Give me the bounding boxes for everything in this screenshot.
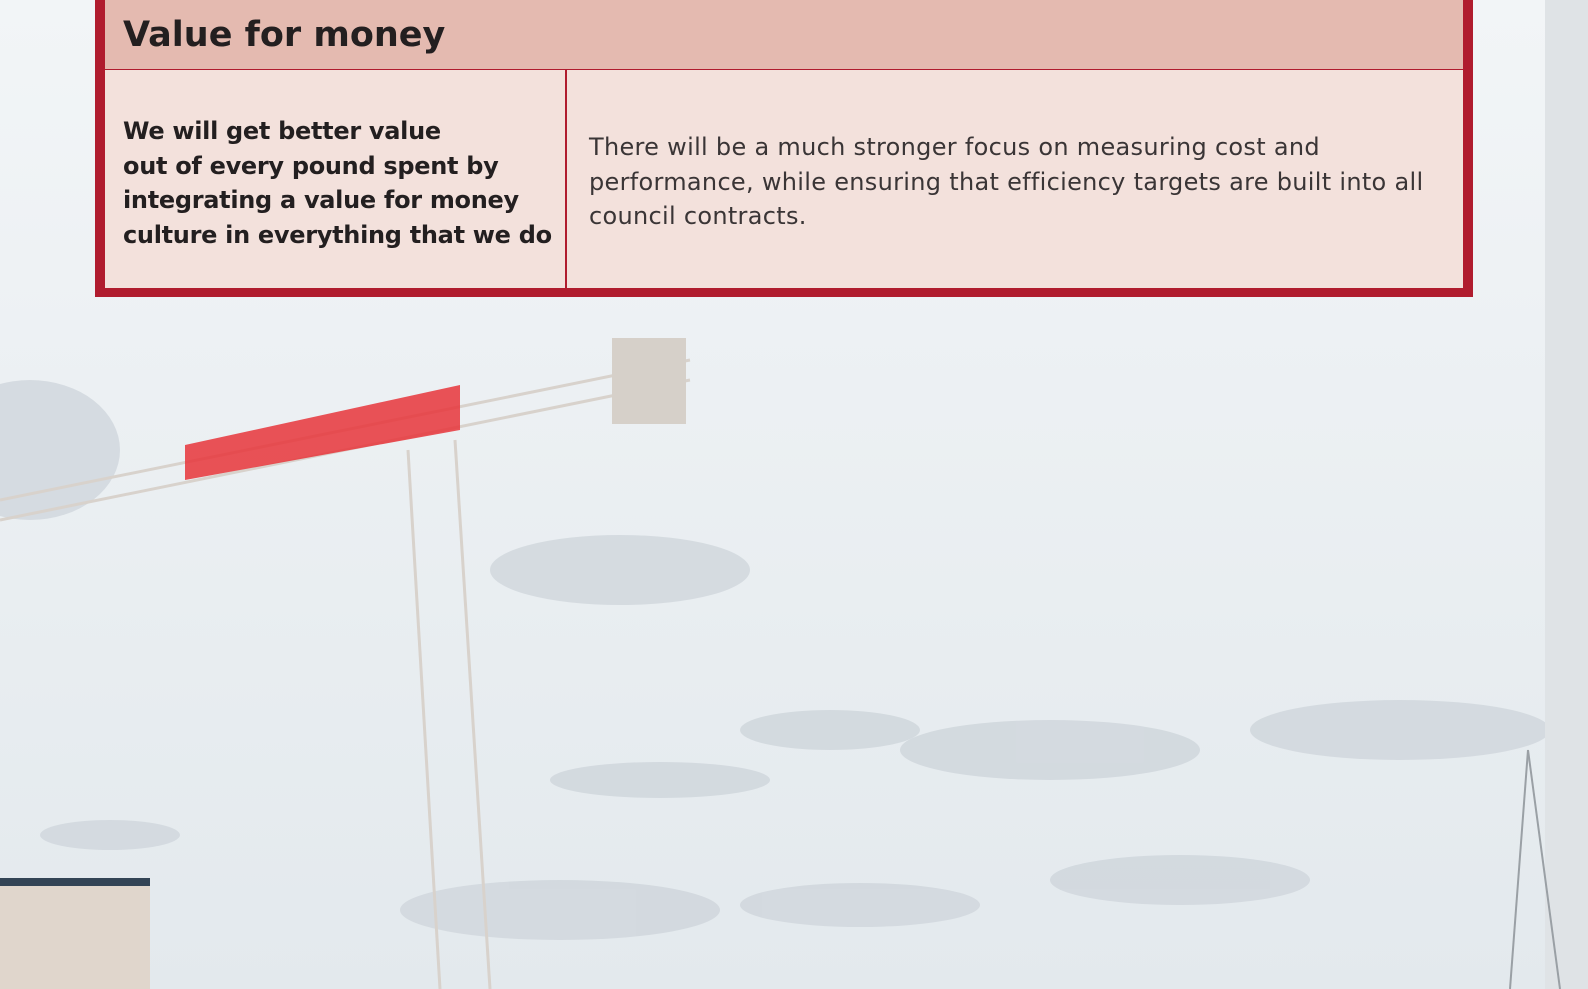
table-cell: There will be a much stronger focus on m… bbox=[567, 70, 1463, 288]
table-cell: We will get better value out of every po… bbox=[105, 70, 567, 288]
page: Value for money We will get better value… bbox=[0, 0, 1588, 989]
table-title: Value for money bbox=[105, 0, 1463, 70]
table-row: We will get better value out of every po… bbox=[105, 70, 1463, 288]
table: Value for money We will get better value… bbox=[95, 0, 1473, 297]
